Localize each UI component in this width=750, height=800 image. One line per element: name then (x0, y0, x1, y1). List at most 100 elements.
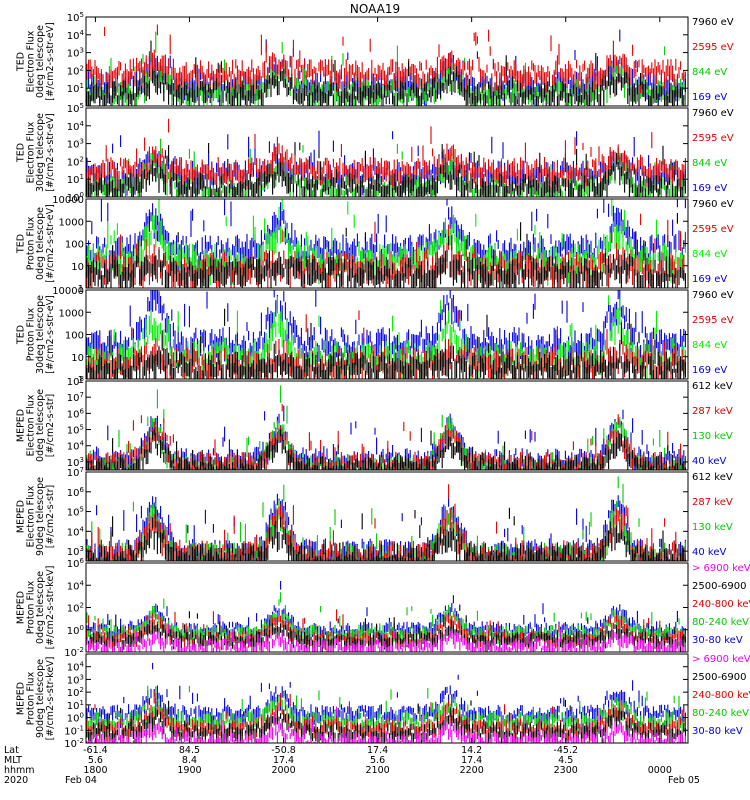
series--6900-kev-trace (86, 623, 686, 652)
legend-entry: 844 eV (692, 158, 727, 169)
y-tick-label: 101 (67, 173, 84, 186)
panel-3-series (86, 199, 686, 288)
panel-1-frame (85, 16, 689, 107)
series-2595-ev-trace (86, 24, 686, 96)
x-axis-group: -61.45.6180084.58.41900-50.817.4200017.4… (4, 17, 700, 786)
y-tick-label: 100 (65, 331, 84, 342)
legend-entry: 287 keV (692, 406, 733, 417)
y-tick-label: 100 (67, 624, 84, 637)
panel-1-ylabel: TEDElectron Flux0deg telescope[#/cm2-s-s… (16, 22, 56, 101)
series-612-kev-trace (86, 499, 686, 561)
legend-entry: 2595 eV (692, 42, 734, 53)
y-tick-label: 107 (67, 466, 84, 479)
y-tick-label: 106 (67, 407, 85, 420)
panel-4-series (86, 290, 686, 379)
x-tick-label: 17.4 (273, 755, 294, 766)
legend-entry: 169 eV (692, 274, 727, 285)
series-7960-ev-trace (86, 308, 686, 379)
panel-2-series (86, 118, 686, 197)
panel-5-series (86, 385, 686, 470)
panel-8-series (86, 662, 686, 743)
legend-entry: 80-240 keV (692, 617, 749, 628)
y-tick-label: 106 (67, 486, 85, 499)
panel-8-legend: > 6900 keV 2500-6900 240-800 keV 80-240 keV… (692, 654, 750, 737)
panel-5: 103 104 105 106 107 108 MEPEDElectron Flux0deg… (16, 375, 733, 471)
legend-entry: > 6900 keV (692, 654, 750, 665)
series-40-kev-trace (86, 405, 686, 470)
series-7960-ev-trace (86, 142, 686, 197)
y-tick-label: 102 (67, 155, 84, 168)
y-tick-label: 105 (67, 102, 84, 115)
series--6900-kev-trace (86, 706, 686, 743)
y-tick-label: 10 (71, 262, 84, 273)
panel-2: 100 101 102 103 104 105 TEDElectron Flux30deg … (16, 102, 734, 204)
legend-entry: 2595 eV (692, 133, 734, 144)
panel-1-legend: 7960 eV 2595 eV 844 eV 169 eV (692, 17, 734, 103)
y-tick-label: 104 (67, 440, 85, 453)
panel-5-ylabel: MEPEDElectron Flux0deg telescope[#/cm2-s… (16, 389, 56, 462)
legend-entry: 40 keV (692, 547, 726, 558)
panel-6-legend: 612 keV 287 keV 130 keV 40 keV (692, 472, 733, 558)
y-tick-label: 104 (67, 120, 85, 133)
y-tick-label: 104 (67, 579, 85, 592)
legend-entry: 169 eV (692, 92, 727, 103)
legend-entry: 30-80 keV (692, 726, 743, 737)
y-tick-label: 103 (67, 673, 84, 686)
x-row-label: Lat (4, 745, 19, 756)
panel-4-ylabel: TEDProton Flux30deg telescope[#/cm2-s-st… (16, 295, 56, 374)
panel-6-frame (85, 471, 689, 562)
series-612-kev-trace (86, 428, 686, 470)
chart-title: NOAA19 (350, 2, 400, 16)
legend-entry: 287 keV (692, 497, 733, 508)
x-tick-label: 2000 (271, 765, 295, 776)
y-tick-label: 1000 (59, 308, 84, 319)
legend-entry: 2595 eV (692, 315, 734, 326)
y-tick-label: 10000 (52, 286, 84, 297)
x-tick-label: -61.4 (83, 745, 108, 756)
legend-entry: 130 keV (692, 522, 733, 533)
panel-6-ylabel: MEPEDElectron Flux90deg telescope[#/cm2-… (16, 477, 56, 556)
panel-2-legend: 7960 eV 2595 eV 844 eV 169 eV (692, 108, 734, 194)
y-tick-label: 103 (67, 47, 84, 60)
y-tick-label: 105 (67, 424, 84, 437)
panel-8-ylabel: MEPEDProton Flux90deg telescope[#/cm2-s-… (16, 657, 56, 741)
y-tick-label: 105 (67, 11, 84, 24)
y-tick-label: 101 (67, 82, 84, 95)
y-tick-label: 1 (78, 375, 84, 386)
x-tick-label: 2200 (460, 765, 484, 776)
y-tick-label: 104 (67, 661, 85, 674)
x-tick-label: 1800 (83, 765, 107, 776)
x-tick-label: 14.2 (461, 745, 482, 756)
y-tick-label: 107 (67, 391, 84, 404)
y-tick-label: 10-1 (64, 724, 84, 737)
legend-entry: 240-800 keV (692, 599, 750, 610)
x-tick-label: -45.2 (553, 745, 578, 756)
panel-7-legend: > 6900 keV 2500-6900 240-800 keV 80-240 keV… (692, 563, 750, 646)
y-tick-label: 100 (67, 712, 84, 725)
x-tick-label: 8.4 (182, 755, 197, 766)
legend-entry: > 6900 keV (692, 563, 750, 574)
x-tick-label: 5.6 (370, 755, 385, 766)
x-tick-label: -50.8 (271, 745, 296, 756)
panel-7-series (86, 581, 686, 652)
legend-entry: 612 keV (692, 472, 733, 483)
legend-entry: 2500-6900 (692, 581, 747, 592)
x-tick-label: 5.6 (88, 755, 103, 766)
y-tick-label: 101 (67, 699, 84, 712)
panel-5-frame (85, 380, 689, 471)
legend-entry: 130 keV (692, 431, 733, 442)
y-tick-label: 1 (78, 284, 84, 295)
legend-entry: 7960 eV (692, 199, 734, 210)
panel-3-legend: 7960 eV 2595 eV 844 eV 169 eV (692, 199, 734, 285)
legend-entry: 7960 eV (692, 17, 734, 28)
y-tick-label: 102 (67, 64, 84, 77)
y-tick-label: 104 (67, 29, 85, 42)
y-tick-label: 10 (71, 353, 84, 364)
legend-entry: 2500-6900 (692, 672, 747, 683)
x-date-start: Feb 04 (65, 775, 97, 786)
